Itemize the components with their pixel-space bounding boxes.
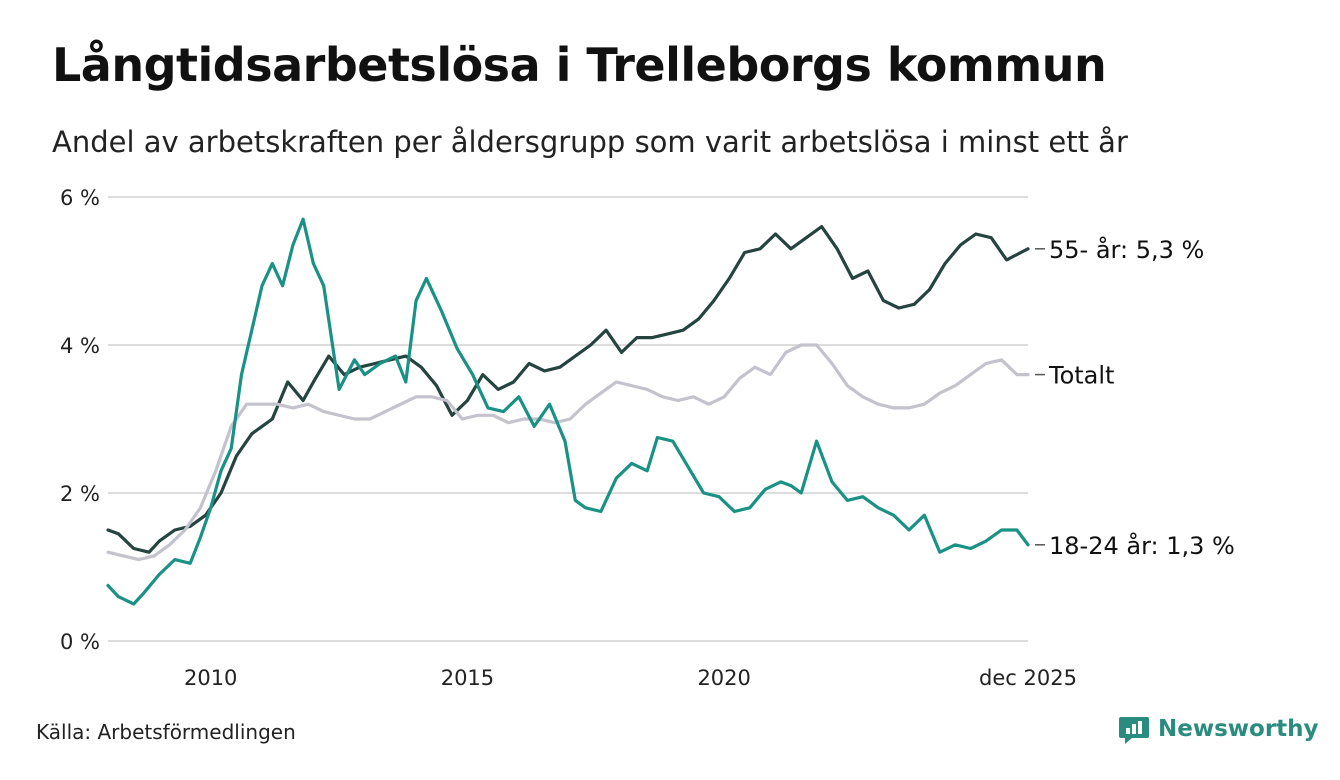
x-tick-label: 2015 [441,666,494,690]
chart-title: Långtidsarbetslösa i Trelleborgs kommun [52,38,1107,92]
brand-logo[interactable]: Newsworthy [1118,713,1319,745]
series-line-age18_24 [106,217,1030,606]
y-tick-label: 2 % [60,482,100,506]
line-chart: 0 % 2 % 4 % 6 % 2010 2015 2020 dec 2025 55- år:… [60,186,1235,690]
y-tick-label: 0 % [60,630,100,654]
series-layer [106,217,1030,606]
end-label-age55: 55- år: 5,3 % [1049,235,1204,264]
series-line-total [106,343,1030,562]
end-label-age18_24: 18-24 år: 1,3 % [1049,531,1235,560]
label-layer: 55- år: 5,3 % Totalt 18-24 år: 1,3 % [1035,235,1235,560]
x-tick-label: 2010 [184,666,237,690]
source-note: Källa: Arbetsförmedlingen [36,720,296,744]
grid-layer: 0 % 2 % 4 % 6 % 2010 2015 2020 dec 2025 [60,186,1077,690]
x-tick-label: 2020 [697,666,750,690]
newsworthy-icon [1119,717,1149,744]
brand-name: Newsworthy [1158,716,1319,742]
chart-subtitle: Andel av arbetskraften per åldersgrupp s… [52,125,1128,159]
series-line-age55 [106,225,1030,554]
y-tick-label: 4 % [60,334,100,358]
x-tick-label: dec 2025 [979,666,1077,690]
end-label-total: Totalt [1048,362,1114,390]
y-tick-label: 6 % [60,186,100,210]
